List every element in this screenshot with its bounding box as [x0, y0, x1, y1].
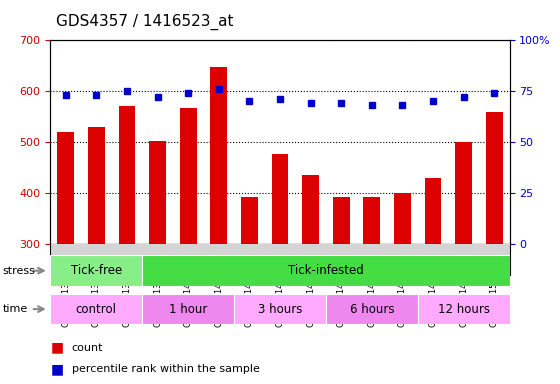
- Bar: [142, 294, 234, 324]
- Text: 6 hours: 6 hours: [349, 303, 394, 316]
- Text: count: count: [72, 343, 103, 353]
- Bar: [180, 109, 197, 244]
- Bar: [211, 67, 227, 244]
- Text: 1 hour: 1 hour: [169, 303, 207, 316]
- Bar: [302, 175, 319, 244]
- Text: percentile rank within the sample: percentile rank within the sample: [72, 364, 259, 374]
- Bar: [50, 255, 142, 286]
- Text: control: control: [76, 303, 117, 316]
- Bar: [57, 132, 74, 244]
- Text: stress: stress: [3, 266, 36, 276]
- Text: ■: ■: [50, 362, 63, 376]
- Bar: [50, 294, 142, 324]
- Bar: [486, 112, 503, 244]
- Bar: [394, 194, 411, 244]
- Bar: [333, 197, 349, 244]
- Text: GDS4357 / 1416523_at: GDS4357 / 1416523_at: [56, 13, 234, 30]
- Text: ■: ■: [50, 341, 63, 354]
- Bar: [272, 154, 288, 244]
- Text: Tick-free: Tick-free: [71, 264, 122, 277]
- Text: 12 hours: 12 hours: [438, 303, 489, 316]
- Bar: [234, 294, 326, 324]
- Bar: [241, 197, 258, 244]
- Text: 3 hours: 3 hours: [258, 303, 302, 316]
- Bar: [424, 178, 441, 244]
- Bar: [149, 141, 166, 244]
- Bar: [455, 142, 472, 244]
- Bar: [418, 294, 510, 324]
- Bar: [88, 127, 105, 244]
- Bar: [363, 197, 380, 244]
- Bar: [119, 106, 136, 244]
- Bar: [326, 294, 418, 324]
- Text: time: time: [3, 304, 28, 314]
- Bar: [142, 255, 510, 286]
- Text: Tick-infested: Tick-infested: [288, 264, 364, 277]
